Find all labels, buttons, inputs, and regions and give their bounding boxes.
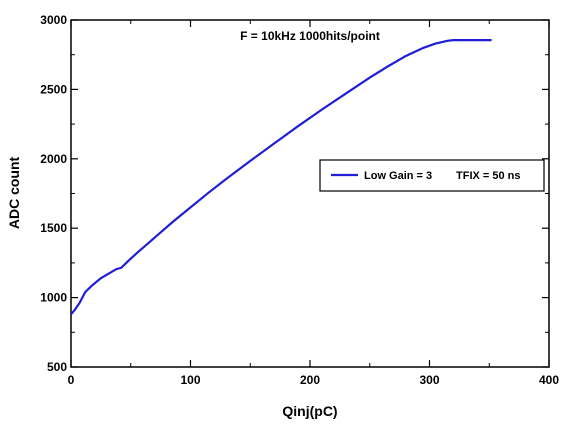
chart-annotation: F = 10kHz 1000hits/point (240, 29, 380, 43)
plot-area (70, 19, 550, 368)
tick-labels: 0 100 200 300 400 500 1000 1500 2000 2500 3000 (40, 13, 559, 387)
y-tick-label-500: 500 (47, 360, 67, 374)
y-axis-title: ADC count (6, 157, 22, 230)
x-tick-label-0: 0 (68, 373, 75, 387)
y-tick-label-1000: 1000 (40, 291, 67, 305)
y-tick-label-1500: 1500 (40, 221, 67, 235)
x-tick-label-300: 300 (419, 373, 439, 387)
x-tick-label-400: 400 (539, 373, 559, 387)
legend-extra: TFIX = 50 ns (456, 170, 521, 182)
y-tick-label-2000: 2000 (40, 152, 67, 166)
y-tick-label-3000: 3000 (40, 13, 67, 27)
x-axis-title: Qinj(pC) (282, 403, 337, 419)
y-tick-label-2500: 2500 (40, 82, 67, 96)
ticks (70, 19, 550, 368)
x-tick-label-200: 200 (300, 373, 320, 387)
legend: Low Gain = 3 TFIX = 50 ns (319, 159, 545, 192)
x-tick-label-100: 100 (180, 373, 200, 387)
legend-label: Low Gain = 3 (364, 170, 432, 182)
series-line-low-gain (70, 39, 492, 316)
